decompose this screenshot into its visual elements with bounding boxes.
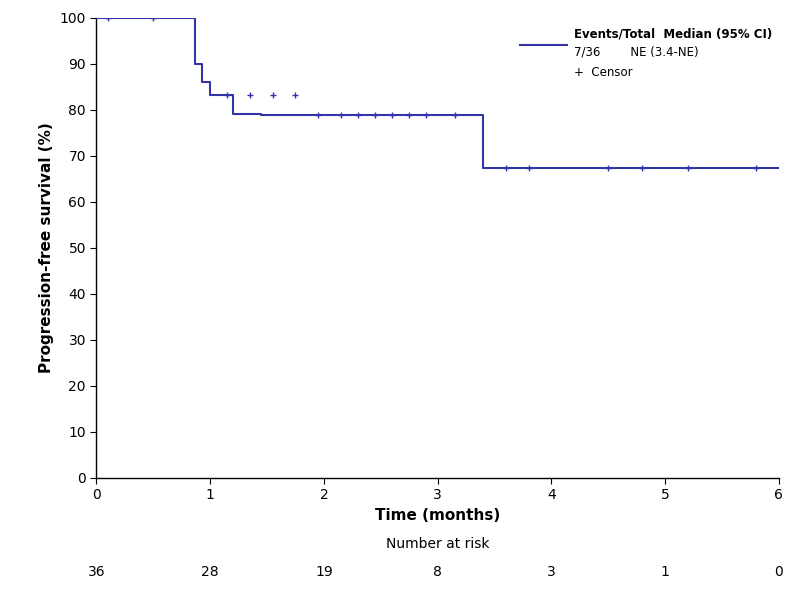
Text: 1: 1 — [660, 565, 669, 579]
Text: 19: 19 — [314, 565, 332, 579]
Text: 28: 28 — [201, 565, 219, 579]
Y-axis label: Progression-free survival (%): Progression-free survival (%) — [39, 122, 54, 373]
Text: Number at risk: Number at risk — [386, 537, 488, 552]
Text: 0: 0 — [774, 565, 782, 579]
Text: +  Censor: + Censor — [573, 66, 632, 79]
Text: 36: 36 — [87, 565, 105, 579]
Text: Events/Total  Median (95% CI): Events/Total Median (95% CI) — [573, 27, 772, 40]
Text: 7/36        NE (3.4-NE): 7/36 NE (3.4-NE) — [573, 45, 698, 59]
Text: 8: 8 — [432, 565, 442, 579]
X-axis label: Time (months): Time (months) — [375, 507, 500, 522]
Text: 3: 3 — [546, 565, 555, 579]
